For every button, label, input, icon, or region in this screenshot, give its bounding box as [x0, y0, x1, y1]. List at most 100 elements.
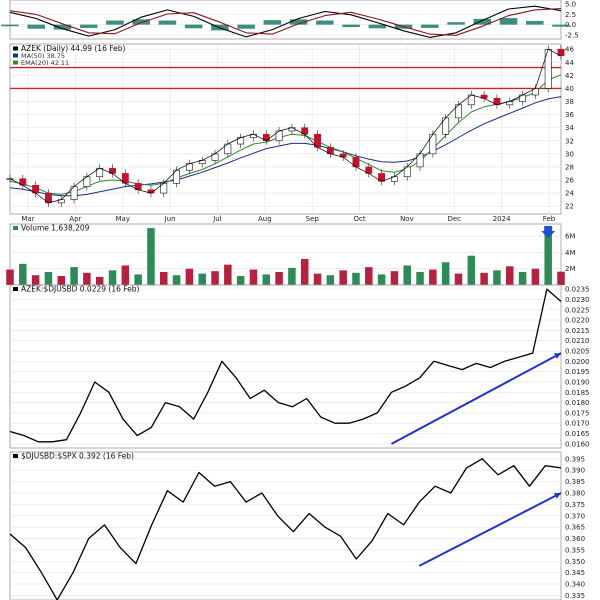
histogram-bar: [473, 18, 492, 25]
price-candle: [557, 48, 565, 57]
y-tick-label-1-11: 24: [565, 190, 574, 198]
volume-bar: [19, 263, 27, 285]
volume-bar: [83, 272, 91, 285]
y-tick-label-3-3: 0.0220: [565, 317, 590, 325]
volume-bar: [441, 262, 450, 285]
y-tick-label-4-7: 0.360: [565, 535, 585, 543]
histogram-bar: [499, 18, 518, 25]
histogram-bar: [263, 20, 282, 25]
volume-bar: [390, 271, 399, 285]
legend-swatch-2: [13, 60, 18, 65]
trendline-4: [418, 492, 562, 567]
trendline-arrowhead-3: [554, 353, 561, 359]
volume-bar: [505, 266, 514, 285]
volume-bar: [95, 276, 104, 285]
panel-frame-3: [9, 284, 562, 449]
volume-bar: [134, 274, 142, 285]
y-tick-label-3-4: 0.0215: [565, 327, 590, 335]
ma50-line: [9, 96, 562, 197]
histogram-bar: [132, 19, 150, 25]
y-tick-label-1-2: 42: [565, 72, 574, 80]
histogram-bar: [289, 19, 308, 25]
legend-label-1: MA(50) 38.75: [21, 52, 65, 60]
x-tick-label-5: Aug: [258, 215, 272, 223]
volume-arrow-0: [541, 226, 556, 238]
y-tick-label-4-9: 0.350: [565, 558, 585, 566]
histogram-bar: [27, 24, 46, 29]
y-tick-label-4-2: 0.385: [565, 478, 585, 486]
histogram-bar: [342, 24, 360, 28]
histogram-bar: [184, 24, 203, 29]
volume-bar: [339, 270, 347, 285]
x-tick-label-8: Nov: [400, 215, 414, 223]
y-tick-label-1-8: 30: [565, 150, 574, 158]
y-tick-label-4-5: 0.370: [565, 512, 585, 520]
x-tick-label-1: Apr: [69, 215, 81, 223]
y-tick-label-1-3: 40: [565, 85, 574, 93]
histogram-bar: [552, 24, 570, 27]
x-tick-label-3: Jun: [164, 215, 176, 223]
y-tick-label-4-8: 0.355: [565, 546, 585, 554]
volume-bar: [57, 276, 66, 285]
ratio-title-3: AZEK:$DJUSBD 0.0229 (16 Feb): [21, 285, 140, 294]
volume-legend-swatch: [13, 226, 18, 230]
y-tick-label-4-4: 0.375: [565, 501, 585, 509]
ratio-legend-swatch-4: [13, 454, 18, 458]
ratio-line-4: [9, 458, 562, 600]
volume-bar: [172, 275, 181, 285]
volume-bar: [377, 274, 386, 285]
legend-swatch-0: [13, 46, 18, 51]
panel-frame-4: [9, 451, 562, 600]
histogram-bar: [316, 20, 334, 25]
histogram-bar: [106, 20, 124, 25]
y-tick-label-1-9: 28: [565, 163, 574, 171]
volume-bar: [288, 267, 296, 285]
volume-bar: [454, 273, 463, 285]
volume-bar: [198, 273, 206, 285]
legend-label-0: AZEK (Daily) 44.99 (16 Feb): [21, 44, 126, 53]
y-tick-label-4-6: 0.365: [565, 524, 585, 532]
y-tick-label-3-1: 0.0230: [565, 296, 590, 304]
volume-bar: [300, 258, 309, 285]
histogram-bar: [447, 22, 465, 25]
y-tick-label-0-2: 0.0: [565, 21, 576, 29]
trendline-3: [390, 352, 562, 445]
ratio-legend-swatch-3: [13, 287, 18, 291]
volume-bar: [416, 271, 424, 285]
x-tick-label-7: Oct: [353, 215, 365, 223]
volume-bar: [236, 276, 245, 285]
x-tick-label-0: Mar: [21, 215, 34, 223]
histogram-bar: [79, 24, 98, 28]
y-tick-label-3-7: 0.0200: [565, 358, 590, 366]
histogram-bar: [368, 24, 387, 29]
histogram-bar: [421, 24, 439, 28]
y-tick-label-3-9: 0.0190: [565, 378, 590, 386]
y-tick-label-2-2: 2M: [565, 265, 576, 273]
y-tick-label-4-12: 0.335: [565, 592, 585, 600]
y-tick-label-1-1: 44: [565, 59, 574, 67]
volume-bar: [224, 264, 232, 285]
y-tick-label-3-2: 0.0225: [565, 306, 590, 314]
volume-bar: [275, 271, 283, 285]
volume-bar: [544, 229, 552, 285]
y-tick-label-3-11: 0.0180: [565, 399, 590, 407]
y-tick-label-0-1: 2.5: [565, 11, 576, 19]
volume-bar: [480, 272, 488, 285]
y-tick-label-2-1: 4M: [565, 249, 576, 257]
x-tick-label-11: Feb: [543, 215, 556, 223]
y-tick-label-1-7: 32: [565, 137, 574, 145]
y-tick-label-1-6: 34: [565, 124, 574, 132]
volume-bar: [352, 272, 360, 285]
y-tick-label-3-8: 0.0195: [565, 368, 590, 376]
y-tick-label-3-6: 0.0205: [565, 348, 590, 356]
volume-bar: [429, 269, 437, 285]
y-tick-label-3-13: 0.0170: [565, 420, 590, 428]
y-tick-label-1-10: 26: [565, 177, 574, 185]
x-tick-label-10: 2024: [493, 215, 511, 223]
y-tick-label-3-14: 0.0165: [565, 430, 590, 438]
y-tick-label-4-3: 0.380: [565, 489, 585, 497]
volume-bar: [365, 267, 373, 285]
y-tick-label-3-0: 0.0235: [565, 286, 590, 294]
volume-bar: [6, 269, 14, 285]
histogram-bar: [525, 20, 544, 25]
